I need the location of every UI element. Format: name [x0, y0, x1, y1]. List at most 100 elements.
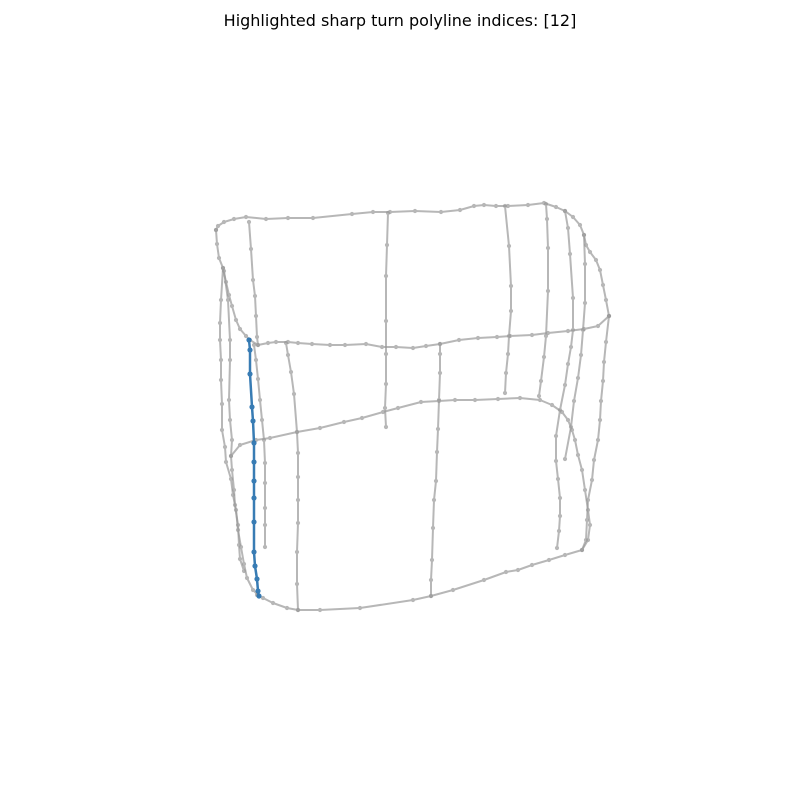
- polyline-vertex: [434, 449, 440, 455]
- polyline-vertex: [536, 393, 542, 399]
- polyline-vertex: [256, 593, 262, 599]
- polyline-vertex: [598, 398, 604, 404]
- polyline-vertex: [216, 255, 222, 261]
- polyline-vertex: [481, 577, 487, 583]
- polyline-vertex: [241, 568, 247, 574]
- polyline-11: [251, 342, 268, 550]
- polyline-vertex: [545, 288, 551, 294]
- polyline-vertex: [591, 457, 597, 463]
- polyline-vertex: [225, 297, 231, 303]
- polyline-vertex: [229, 437, 235, 443]
- polyline-vertex: [525, 202, 531, 208]
- polyline-vertex: [261, 437, 267, 443]
- polyline-vertex: [380, 409, 386, 415]
- polyline-vertex: [294, 581, 300, 587]
- polyline-vertex: [363, 341, 369, 347]
- polyline-vertex: [383, 318, 389, 324]
- polyline-vertex: [601, 359, 607, 365]
- polyline-vertex: [517, 395, 523, 401]
- polyline-path: [538, 203, 549, 397]
- polyline-vertex: [393, 344, 399, 350]
- polyline-vertex: [593, 257, 599, 263]
- polyline-vertex: [294, 549, 300, 555]
- figure-title: Highlighted sharp turn polyline indices:…: [223, 11, 577, 30]
- polyline-15: [221, 268, 247, 574]
- polyline-vertex: [544, 216, 550, 222]
- polyline-vertex: [543, 201, 549, 207]
- polyline-vertex: [251, 459, 257, 465]
- polyline-3: [502, 203, 514, 396]
- polyline-vertex: [595, 437, 601, 443]
- polyline-vertex: [284, 605, 290, 611]
- polyline-vertex: [247, 371, 253, 377]
- polyline-vertex: [250, 418, 256, 424]
- polyline-vertex: [565, 328, 571, 334]
- polyline-vertex: [546, 557, 552, 563]
- polyline-vertex: [222, 444, 228, 450]
- polyline-vertex: [600, 378, 606, 384]
- polyline-vertex: [582, 487, 588, 493]
- polyline-vertex: [248, 246, 254, 252]
- polyline-vertex: [508, 283, 514, 289]
- polyline-vertex: [233, 317, 239, 323]
- polyline-vertex: [429, 557, 435, 563]
- polyline-vertex: [452, 397, 458, 403]
- polyline-vertex: [431, 497, 437, 503]
- polyline-vertex: [543, 333, 549, 339]
- polyline-vertex: [250, 277, 256, 283]
- polyline-vertex: [237, 556, 243, 562]
- default-polylines: [213, 200, 612, 613]
- polyline-vertex: [260, 595, 266, 601]
- polyline-vertex: [565, 417, 571, 423]
- polyline-vertex: [553, 458, 559, 464]
- polyline-vertex: [270, 600, 276, 606]
- polyline-path: [555, 210, 574, 549]
- highlighted-polyline-12: [246, 337, 262, 599]
- polyline-vertex: [506, 333, 512, 339]
- polyline-0: [213, 200, 612, 319]
- polyline-vertex: [585, 507, 591, 513]
- polyline-vertex: [250, 587, 256, 593]
- polyline-path: [215, 202, 610, 317]
- polyline-vertex: [557, 513, 563, 519]
- polyline-vertex: [262, 544, 268, 550]
- polyline-vertex: [226, 397, 232, 403]
- polyline-vertex: [562, 208, 568, 214]
- polyline-4: [536, 201, 551, 399]
- polyline-vertex: [562, 382, 568, 388]
- polyline-vertex: [559, 409, 565, 415]
- polyline-vertex: [232, 502, 238, 508]
- polyline-vertex: [582, 300, 588, 306]
- polyline-vertex: [215, 223, 221, 229]
- polyline-vertex: [572, 437, 578, 443]
- polyline-vertex: [255, 376, 261, 382]
- polyline-vertex: [493, 203, 499, 209]
- polyline-vertex: [549, 402, 555, 408]
- polyline-vertex: [580, 327, 586, 333]
- polyline-vertex: [254, 334, 260, 340]
- polyline-vertex: [565, 225, 571, 231]
- polyline-vertex: [237, 326, 243, 332]
- polyline-vertex: [385, 210, 391, 216]
- polyline-vertex: [213, 227, 219, 233]
- polyline-vertex: [437, 370, 443, 376]
- polyline-vertex: [227, 357, 233, 363]
- polyline-vertex: [570, 214, 576, 220]
- polyline-path: [253, 344, 266, 548]
- polyline-vertex: [262, 480, 268, 486]
- polyline-vertex: [584, 517, 590, 523]
- polyline-vertex: [342, 342, 348, 348]
- polyline-vertex: [263, 216, 269, 222]
- polyline-vertex: [597, 267, 603, 273]
- polyline-path: [504, 205, 512, 394]
- polyline-vertex: [606, 313, 612, 319]
- polyline-vertex: [579, 467, 585, 473]
- polyline-vertex: [359, 415, 365, 421]
- polyline-vertex: [251, 495, 257, 501]
- polyline-vertex: [587, 522, 593, 528]
- polyline-vertex: [259, 417, 265, 423]
- polyline-vertex: [515, 567, 521, 573]
- polyline-vertex: [575, 452, 581, 458]
- polyline-vertex: [541, 354, 547, 360]
- polyline-vertex: [262, 460, 268, 466]
